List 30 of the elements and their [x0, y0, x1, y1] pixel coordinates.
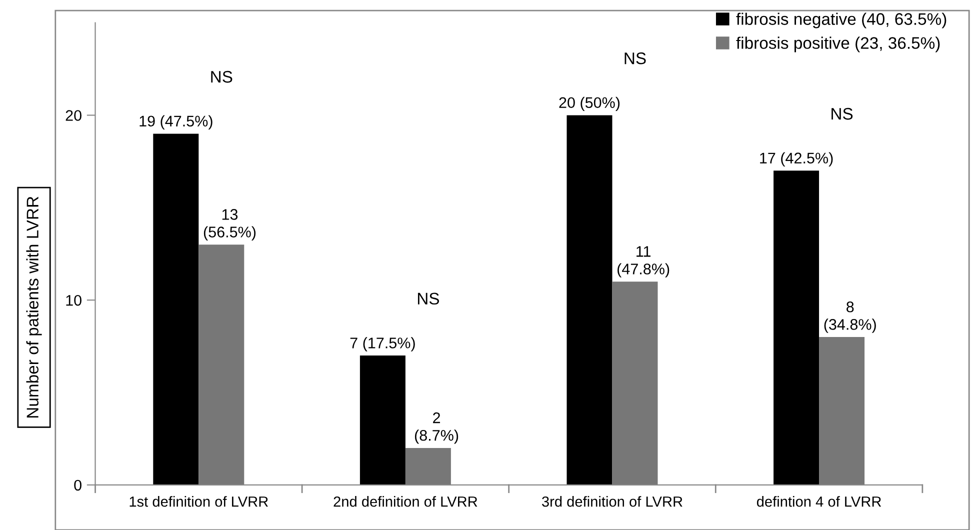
annotation: NS: [832, 108, 853, 120]
data-label: 8 (34.8%): [824, 301, 876, 333]
data-label: 13 (56.5%): [204, 209, 256, 240]
x-tick-label: defintion 4 of LVRR: [756, 496, 882, 507]
bar: [405, 448, 451, 485]
data-label: 19 (47.5%): [140, 115, 212, 130]
y-tick-label: 20: [66, 110, 82, 121]
data-label: 7 (17.5%): [350, 337, 415, 352]
data-label: 17 (42.5%): [760, 152, 833, 167]
legend-label: fibrosis positive (23, 36.5%): [736, 36, 940, 52]
bar: [566, 115, 612, 485]
data-label: 20 (50%): [559, 96, 620, 112]
bar: [360, 356, 406, 485]
annotation: NS: [418, 292, 440, 305]
y-tick-label: 0: [74, 480, 82, 491]
x-tick-label: 2nd definition of LVRR: [334, 496, 478, 507]
bar: [819, 337, 865, 485]
bar: [612, 282, 658, 485]
x-tick-label: 3rd definition of LVRR: [542, 496, 682, 507]
annotation: NS: [624, 52, 646, 64]
y-tick-label: 10: [66, 294, 82, 306]
data-label: 11 (47.8%): [618, 246, 670, 278]
annotation: NS: [211, 70, 232, 83]
data-label: 2 (8.7%): [414, 412, 458, 444]
y-axis-title: Number of patients with LVRR: [26, 196, 42, 418]
bar: [198, 244, 244, 485]
legend-label: fibrosis negative (40, 63.5%): [736, 12, 946, 28]
bar: [774, 170, 820, 485]
bar: [153, 134, 199, 485]
x-tick-label: 1st definition of LVRR: [130, 496, 268, 507]
